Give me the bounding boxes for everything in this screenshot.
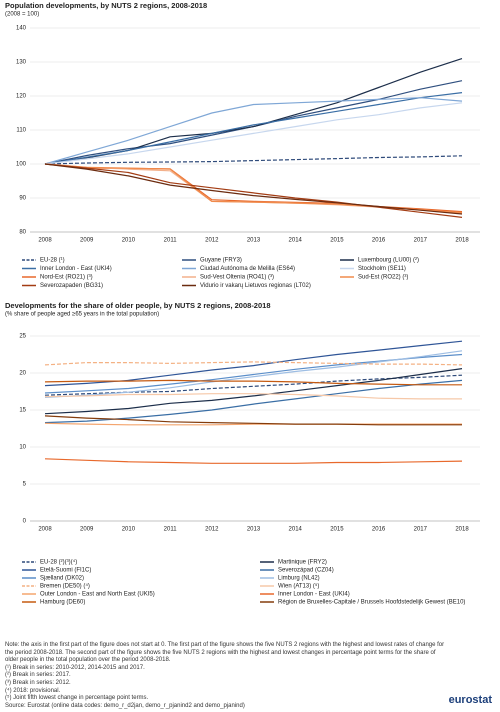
legend-label: Nord-Est (RO21) (³) (40, 275, 93, 281)
y-tick-label: 20 (19, 371, 26, 377)
legend-label: Wien (AT13) (⁵) (278, 583, 319, 590)
x-tick-label: 2013 (247, 527, 261, 533)
note: (¹) Break in series: 2010-2012, 2014-201… (5, 664, 145, 671)
legend-label: Outer London - East and North East (UKI5… (40, 592, 155, 598)
series-line (44, 374, 463, 396)
series-line (44, 97, 463, 165)
legend-label: Inner London - East (UKI4) (278, 592, 350, 598)
x-tick-label: 2010 (122, 238, 136, 244)
series-line (44, 163, 463, 218)
legend-label: EU-28 (¹) (40, 258, 65, 264)
y-tick-label: 25 (19, 334, 26, 340)
x-tick-label: 2014 (289, 238, 303, 244)
series-line (44, 163, 463, 215)
x-tick-label: 2008 (38, 238, 52, 244)
x-tick-label: 2014 (289, 527, 303, 533)
legend-label: Hamburg (DE60) (40, 600, 85, 606)
y-tick-label: 100 (16, 162, 27, 168)
x-tick-label: 2018 (455, 238, 469, 244)
legend-label: Severozápad (CZ04) (278, 568, 334, 574)
legend-label: Severozapaden (BG31) (40, 283, 103, 289)
chart: Population developments, by NUTS 2 regio… (5, 1, 480, 606)
note: (⁴) 2018: provisional. (5, 687, 61, 694)
series-line (44, 361, 463, 366)
legend-label: Guyane (FRY3) (200, 258, 242, 264)
x-tick-label: 2008 (38, 527, 52, 533)
y-tick-label: 0 (23, 519, 27, 525)
x-tick-label: 2016 (372, 527, 386, 533)
x-tick-label: 2012 (205, 238, 219, 244)
legend-label: Bremen (DE50) (⁴) (40, 583, 90, 590)
legend-label: Sjælland (DK02) (40, 576, 84, 582)
series-line (44, 102, 463, 165)
x-tick-label: 2010 (122, 527, 136, 533)
legend-label: EU-28 (²)(³)(⁴) (40, 559, 77, 566)
x-tick-label: 2009 (80, 527, 94, 533)
note: Source: Eurostat (online data codes: dem… (5, 702, 245, 709)
x-tick-label: 2017 (414, 238, 428, 244)
series-line (44, 340, 463, 387)
legend-label: Sud-Vest Oltenia (RO41) (³) (200, 275, 274, 281)
series-line (44, 353, 463, 394)
x-tick-label: 2015 (330, 527, 344, 533)
series-line (44, 393, 462, 400)
legend-label: Limburg (NL42) (278, 576, 320, 582)
y-tick-label: 120 (16, 94, 27, 100)
legend-label: Stockholm (SE11) (358, 266, 406, 272)
y-tick-label: 10 (19, 445, 26, 451)
x-tick-label: 2009 (80, 238, 94, 244)
legend-label: Etelä-Suomi (FI1C) (40, 568, 91, 574)
series-line (44, 350, 463, 398)
series-line (44, 379, 462, 386)
x-tick-label: 2011 (164, 238, 178, 244)
series-line (44, 80, 463, 165)
note: (⁵) Joint fifth lowest change in percent… (5, 695, 149, 702)
series-line (44, 458, 463, 464)
x-tick-label: 2016 (372, 238, 386, 244)
chart-subtitle: (% share of people aged ≥65 years in the… (5, 312, 159, 318)
chart-subtitle: (2008 = 100) (5, 12, 39, 18)
series-line (44, 155, 463, 165)
y-tick-label: 5 (23, 482, 27, 488)
y-tick-label: 80 (19, 230, 26, 236)
note: (²) Break in series: 2017. (5, 672, 71, 679)
legend-label: Région de Bruxelles-Capitale / Brussels … (278, 600, 465, 606)
legend-label: Inner London - East (UKI4) (40, 266, 112, 272)
chart-title: Developments for the share of older peop… (5, 301, 271, 310)
logo: eurostat (448, 694, 492, 706)
series-line (44, 368, 463, 415)
x-tick-label: 2011 (164, 527, 178, 533)
series-line (44, 415, 462, 426)
x-tick-label: 2012 (205, 527, 219, 533)
series-line (44, 422, 462, 426)
x-tick-label: 2017 (414, 527, 428, 533)
notes: Note: the axis in the first part of the … (5, 642, 445, 710)
x-tick-label: 2018 (455, 527, 469, 533)
legend-label: Luxembourg (LU00) (²) (358, 258, 419, 264)
chart-title: Population developments, by NUTS 2 regio… (5, 1, 207, 10)
y-tick-label: 15 (19, 408, 26, 414)
series-line (44, 163, 463, 214)
legend-label: Vidurio ir vakarų Lietuvos regionas (LT0… (200, 283, 311, 289)
y-tick-label: 110 (16, 128, 26, 134)
series-line (44, 163, 463, 213)
note: (³) Break in series: 2012. (5, 679, 71, 686)
series-line (44, 163, 463, 214)
legend-label: Ciudad Autónoma de Melilla (ES64) (200, 266, 295, 272)
x-tick-label: 2015 (330, 238, 344, 244)
legend-label: Martinique (FRY2) (278, 560, 327, 566)
y-tick-label: 140 (16, 26, 27, 32)
series-line (44, 92, 463, 165)
y-tick-label: 130 (16, 60, 27, 66)
note: Note: the axis in the first part of the … (5, 642, 445, 664)
legend-label: Sud-Est (RO22) (³) (358, 275, 408, 281)
series-line (44, 379, 463, 424)
x-tick-label: 2013 (247, 238, 261, 244)
y-tick-label: 90 (19, 196, 26, 202)
